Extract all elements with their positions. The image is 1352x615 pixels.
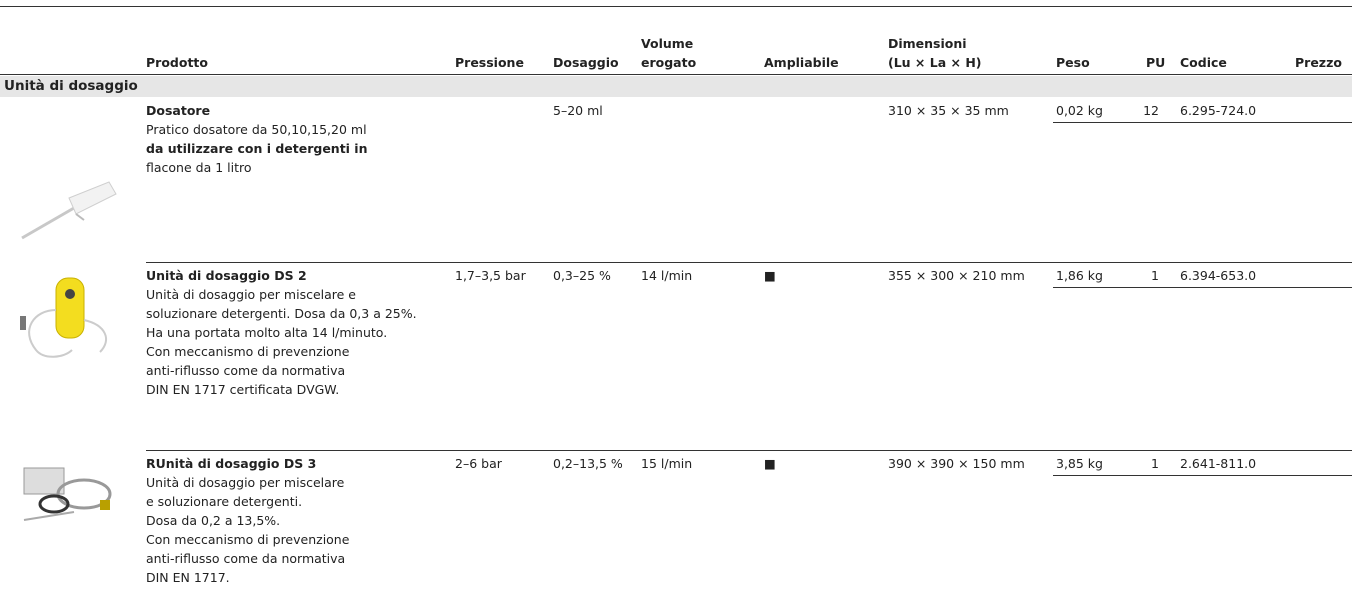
cell-expandable: ■: [764, 456, 776, 471]
price-rule: [1053, 287, 1352, 288]
product-image: [23, 467, 112, 521]
column-header: erogato: [641, 55, 697, 70]
header-rule: [0, 74, 1352, 75]
product-description: Con meccanismo di prevenzione: [146, 532, 350, 547]
product-description: anti-riflusso come da normativa: [146, 551, 346, 566]
column-header: Codice: [1180, 55, 1227, 70]
column-header: Prodotto: [146, 55, 208, 70]
column-header: Pressione: [455, 55, 524, 70]
top-rule: [0, 6, 1352, 7]
cell-code: 2.641-811.0: [1180, 456, 1257, 471]
row-rule: [146, 450, 1352, 451]
product-description: soluzionare detergenti. Dosa da 0,3 a 25…: [146, 306, 417, 321]
price-rule: [1053, 475, 1352, 476]
cell-dimensions: 355 × 300 × 210 mm: [888, 268, 1025, 283]
column-header: Ampliabile: [764, 55, 839, 70]
cell-pu: 12: [1143, 103, 1159, 118]
cell-dimensions: 310 × 35 × 35 mm: [888, 103, 1009, 118]
product-description: Pratico dosatore da 50,10,15,20 ml: [146, 122, 367, 137]
section-band: [0, 76, 1352, 97]
product-description: Con meccanismo di prevenzione: [146, 344, 350, 359]
column-header: Prezzo: [1295, 55, 1342, 70]
product-name: Unità di dosaggio DS 2: [146, 268, 307, 283]
cell-expandable: ■: [764, 268, 776, 283]
product-image: [20, 277, 108, 358]
cell-dosing: 5–20 ml: [553, 103, 603, 118]
cell-pu: 1: [1151, 456, 1159, 471]
column-header: Dimensioni: [888, 36, 967, 51]
cell-dosing: 0,2–13,5 %: [553, 456, 623, 471]
product-description: da utilizzare con i detergenti in: [146, 141, 368, 156]
cell-volume: 14 l/min: [641, 268, 693, 283]
cell-dimensions: 390 × 390 × 150 mm: [888, 456, 1025, 471]
product-description: Unità di dosaggio per miscelare e: [146, 287, 356, 302]
product-description: flacone da 1 litro: [146, 160, 252, 175]
product-description: Unità di dosaggio per miscelare: [146, 475, 345, 490]
product-description: DIN EN 1717 certificata DVGW.: [146, 382, 340, 397]
cell-dosing: 0,3–25 %: [553, 268, 611, 283]
column-header: Volume: [641, 36, 694, 51]
column-header: Dosaggio: [553, 55, 619, 70]
column-header: (Lu × La × H): [888, 55, 982, 70]
cell-code: 6.295-724.0: [1180, 103, 1257, 118]
product-description: DIN EN 1717.: [146, 570, 230, 585]
cell-pressure: 1,7–3,5 bar: [455, 268, 526, 283]
cell-weight: 3,85 kg: [1056, 456, 1103, 471]
product-description: Ha una portata molto alta 14 l/minuto.: [146, 325, 388, 340]
cell-pu: 1: [1151, 268, 1159, 283]
cell-volume: 15 l/min: [641, 456, 693, 471]
product-description: Dosa da 0,2 a 13,5%.: [146, 513, 281, 528]
column-header: Peso: [1056, 55, 1090, 70]
product-name: Dosatore: [146, 103, 211, 118]
product-name: RUnità di dosaggio DS 3: [146, 456, 317, 471]
product-description: e soluzionare detergenti.: [146, 494, 303, 509]
section-title: Unità di dosaggio: [4, 78, 138, 94]
cell-weight: 0,02 kg: [1056, 103, 1103, 118]
cell-code: 6.394-653.0: [1180, 268, 1257, 283]
price-rule: [1053, 122, 1352, 123]
row-rule: [146, 262, 1352, 263]
product-image: [21, 181, 117, 240]
column-header: PU: [1146, 55, 1166, 70]
cell-weight: 1,86 kg: [1056, 268, 1103, 283]
cell-pressure: 2–6 bar: [455, 456, 502, 471]
product-description: anti-riflusso come da normativa: [146, 363, 346, 378]
